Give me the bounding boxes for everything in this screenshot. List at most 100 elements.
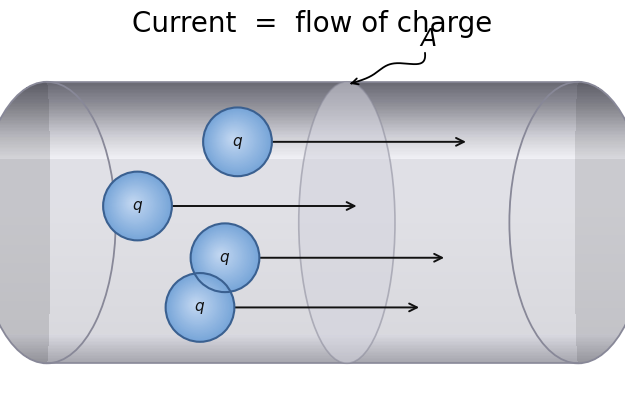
Ellipse shape	[227, 133, 241, 147]
Ellipse shape	[224, 131, 243, 149]
Ellipse shape	[206, 111, 268, 173]
Polygon shape	[47, 220, 578, 222]
Polygon shape	[575, 216, 625, 217]
Ellipse shape	[205, 110, 269, 174]
Polygon shape	[576, 107, 617, 108]
Polygon shape	[47, 271, 578, 272]
Polygon shape	[0, 248, 50, 250]
Polygon shape	[575, 233, 625, 234]
Polygon shape	[578, 362, 585, 363]
Polygon shape	[47, 85, 578, 87]
Ellipse shape	[129, 199, 138, 208]
Polygon shape	[47, 311, 578, 313]
Polygon shape	[0, 219, 50, 220]
Polygon shape	[575, 243, 625, 244]
Polygon shape	[577, 355, 601, 356]
Polygon shape	[575, 198, 625, 199]
Polygon shape	[47, 278, 578, 279]
Ellipse shape	[190, 299, 201, 311]
Ellipse shape	[129, 200, 136, 207]
Ellipse shape	[169, 278, 229, 337]
Ellipse shape	[196, 229, 252, 286]
Ellipse shape	[177, 286, 219, 327]
Polygon shape	[0, 275, 50, 276]
Polygon shape	[9, 105, 49, 107]
Polygon shape	[26, 356, 48, 358]
Text: $q$: $q$	[232, 135, 243, 150]
Polygon shape	[577, 93, 604, 94]
Polygon shape	[0, 245, 50, 247]
Polygon shape	[0, 122, 49, 123]
Polygon shape	[575, 236, 625, 237]
Polygon shape	[576, 335, 619, 337]
Polygon shape	[575, 182, 625, 184]
Polygon shape	[575, 154, 625, 156]
Polygon shape	[47, 215, 578, 216]
Polygon shape	[575, 268, 625, 269]
Polygon shape	[575, 220, 625, 222]
Polygon shape	[47, 202, 578, 203]
Polygon shape	[47, 152, 578, 153]
Polygon shape	[47, 153, 578, 154]
Polygon shape	[47, 159, 578, 160]
Polygon shape	[575, 223, 625, 224]
Ellipse shape	[194, 303, 196, 306]
Polygon shape	[0, 161, 50, 163]
Polygon shape	[0, 212, 50, 213]
Ellipse shape	[185, 294, 208, 317]
Polygon shape	[575, 257, 625, 258]
Polygon shape	[575, 283, 625, 285]
Polygon shape	[47, 223, 578, 224]
Polygon shape	[0, 205, 50, 206]
Polygon shape	[2, 330, 49, 331]
Polygon shape	[47, 299, 578, 300]
Polygon shape	[47, 261, 578, 262]
Polygon shape	[47, 307, 578, 309]
Polygon shape	[0, 216, 50, 217]
Polygon shape	[0, 223, 50, 224]
Polygon shape	[0, 237, 50, 238]
Ellipse shape	[231, 138, 234, 140]
Polygon shape	[576, 316, 625, 317]
Polygon shape	[0, 240, 50, 241]
Polygon shape	[47, 314, 578, 316]
Polygon shape	[575, 143, 625, 145]
Polygon shape	[576, 119, 625, 121]
Polygon shape	[47, 140, 578, 142]
Polygon shape	[0, 254, 50, 255]
Polygon shape	[576, 310, 625, 311]
Ellipse shape	[208, 113, 266, 171]
Polygon shape	[0, 132, 49, 133]
Ellipse shape	[131, 201, 135, 206]
Polygon shape	[0, 163, 50, 164]
Polygon shape	[47, 293, 578, 294]
Polygon shape	[47, 331, 578, 332]
Polygon shape	[2, 328, 49, 330]
Polygon shape	[47, 149, 578, 150]
Polygon shape	[576, 121, 625, 122]
Polygon shape	[575, 229, 625, 230]
Polygon shape	[32, 85, 48, 87]
Ellipse shape	[231, 137, 235, 142]
Ellipse shape	[192, 226, 257, 290]
Polygon shape	[47, 138, 578, 139]
Polygon shape	[575, 275, 625, 276]
Polygon shape	[16, 348, 48, 349]
Polygon shape	[0, 320, 49, 321]
Ellipse shape	[181, 290, 213, 322]
Polygon shape	[47, 347, 578, 348]
Polygon shape	[1, 327, 49, 328]
Ellipse shape	[117, 187, 154, 223]
Polygon shape	[576, 100, 611, 101]
Polygon shape	[575, 201, 625, 202]
Polygon shape	[10, 104, 49, 105]
Polygon shape	[47, 234, 578, 236]
Polygon shape	[47, 316, 578, 317]
Polygon shape	[0, 194, 50, 195]
Polygon shape	[575, 147, 625, 149]
Polygon shape	[11, 342, 49, 344]
Polygon shape	[576, 328, 623, 330]
Ellipse shape	[126, 196, 142, 212]
Polygon shape	[0, 250, 50, 251]
Ellipse shape	[104, 173, 171, 240]
